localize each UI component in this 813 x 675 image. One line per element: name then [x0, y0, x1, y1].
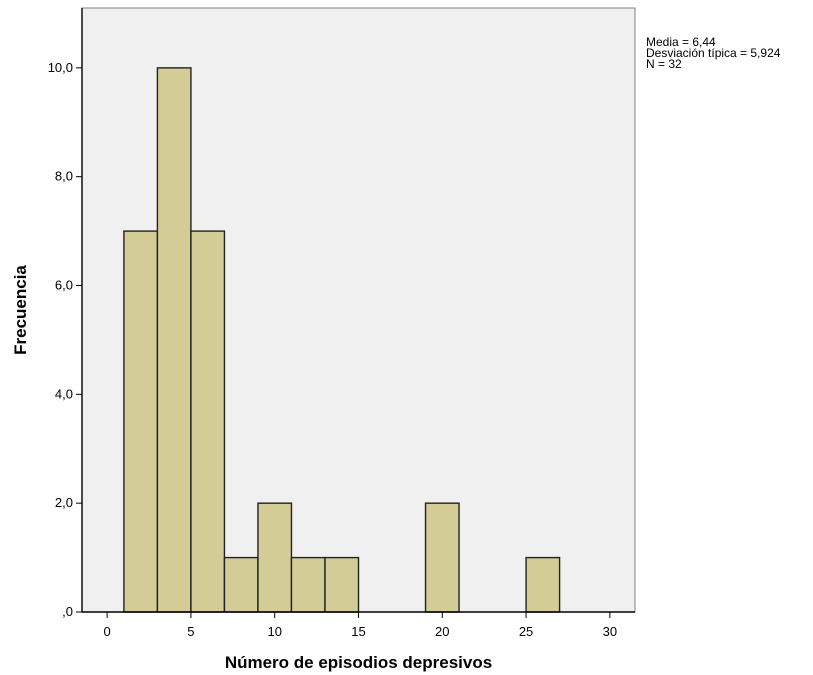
y-tick-label: 4,0: [55, 386, 73, 401]
histogram-bar: [223, 556, 259, 613]
y-tick-label: 10,0: [48, 60, 73, 75]
stat-n: N = 32: [646, 57, 682, 71]
y-tick-label: ,0: [62, 604, 73, 619]
histogram-bar: [257, 502, 293, 613]
histogram-bar: [290, 556, 326, 613]
x-axis-label: Número de episodios depresivos: [225, 653, 492, 672]
histogram-bar: [123, 230, 159, 613]
x-tick-label: 0: [104, 624, 111, 639]
stats-box: Media = 6,44 Desviación típica = 5,924 N…: [646, 35, 781, 71]
y-tick-label: 6,0: [55, 278, 73, 293]
x-tick-label: 20: [435, 624, 449, 639]
y-tick-label: 8,0: [55, 169, 73, 184]
x-tick-label: 15: [351, 624, 365, 639]
histogram-bar: [156, 67, 192, 613]
y-axis-label: Frecuencia: [11, 265, 30, 355]
histogram-bar: [324, 556, 360, 613]
stat-std: Desviación típica = 5,924: [646, 46, 781, 60]
histogram-bar: [190, 230, 226, 613]
stat-mean: Media = 6,44: [646, 35, 716, 49]
x-tick-label: 30: [603, 624, 617, 639]
x-tick-label: 25: [519, 624, 533, 639]
x-tick-label: 5: [187, 624, 194, 639]
x-tick-label: 10: [267, 624, 281, 639]
histogram-bar: [424, 502, 460, 613]
y-tick-label: 2,0: [55, 495, 73, 510]
histogram-bar: [525, 556, 561, 613]
